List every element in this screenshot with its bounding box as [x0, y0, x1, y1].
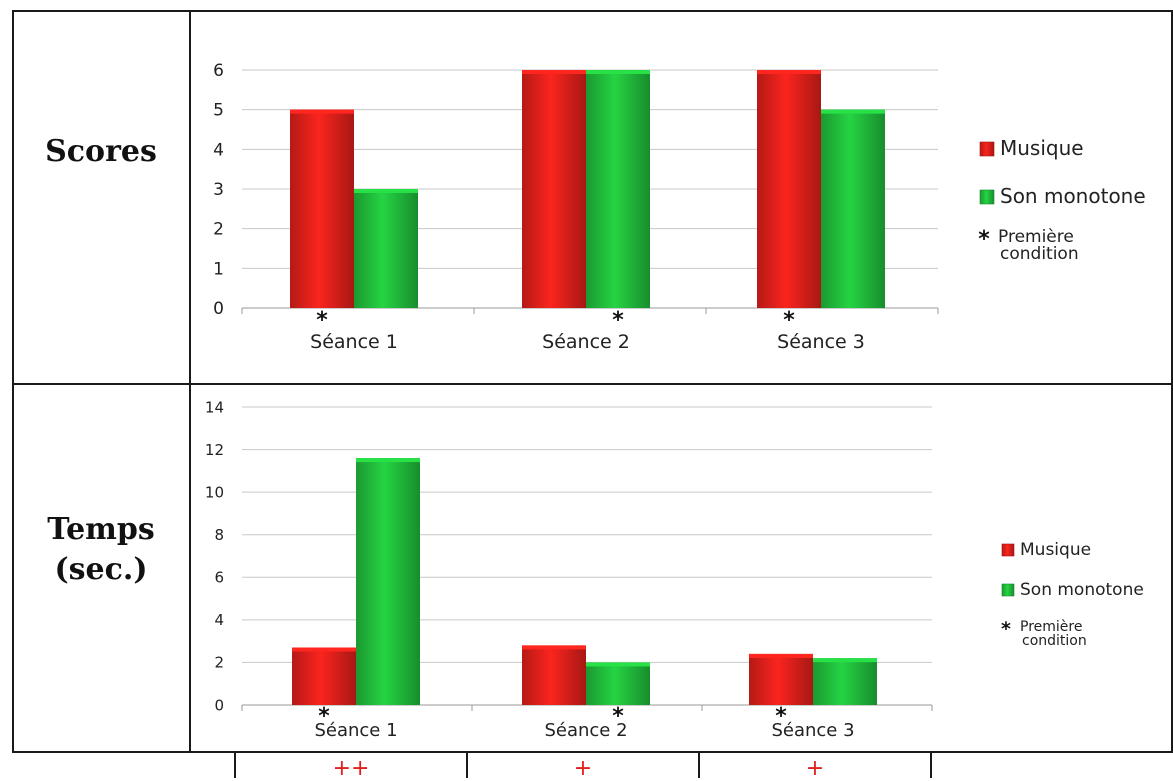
legend-star-icon: * — [978, 227, 990, 252]
bar-cap — [354, 189, 418, 193]
y-tick-label: 10 — [205, 483, 224, 501]
bar-cap — [813, 658, 877, 663]
legend-label-son-monotone: Son monotone — [1020, 580, 1144, 600]
bar-cap — [757, 70, 821, 74]
x-category-label: Séance 3 — [771, 720, 854, 741]
bar-son-monotone — [821, 109, 885, 309]
y-tick-label: 2 — [214, 654, 224, 672]
legend-label-son-monotone: Son monotone — [1000, 184, 1146, 208]
first-condition-star: * — [783, 308, 795, 333]
first-condition-star: * — [318, 704, 330, 729]
row-label-temps: Temps (sec.) — [47, 512, 155, 587]
bottom-note-seance-1: ++ — [332, 756, 370, 781]
y-tick-label: 5 — [213, 101, 224, 121]
legend-swatch-son-monotone — [979, 189, 995, 205]
x-category-label: Séance 1 — [314, 720, 397, 741]
y-tick-label: 1 — [213, 259, 224, 279]
legend-swatch-musique — [979, 141, 995, 157]
x-category-label: Séance 2 — [544, 720, 627, 741]
row-label-scores: Scores — [45, 134, 157, 169]
legend-swatch-son-monotone — [1001, 583, 1015, 597]
bar-musique — [292, 647, 356, 705]
bar-musique — [757, 70, 821, 308]
y-tick-label: 14 — [205, 398, 224, 416]
bottom-sep-1 — [234, 752, 236, 778]
y-tick-label: 8 — [214, 526, 224, 544]
bar-cap — [290, 109, 354, 114]
bar-cap — [356, 458, 420, 463]
bar-musique — [522, 645, 586, 705]
frame-top — [12, 10, 1173, 12]
bar-cap — [586, 70, 650, 74]
scores-chart: 0 1 2 3 4 5 6 * Séance 1 * Séance 2 * Séance 3 Musiqu… — [190, 12, 1173, 383]
bar-son-monotone — [586, 70, 650, 308]
x-category-label: Séance 1 — [310, 331, 398, 353]
bar-musique — [749, 653, 813, 705]
bar-cap — [749, 653, 813, 658]
bottom-sep-4 — [930, 752, 932, 778]
first-condition-star: * — [612, 308, 624, 333]
frame-divider-horizontal — [12, 383, 1173, 385]
bar-musique — [522, 70, 586, 308]
bar-son-monotone — [354, 189, 418, 308]
bar-cap — [292, 647, 356, 652]
bar-son-monotone — [813, 658, 877, 705]
y-tick-label: 12 — [205, 441, 224, 459]
legend-label-musique: Musique — [1020, 540, 1091, 560]
first-condition-star: * — [775, 704, 787, 729]
first-condition-star: * — [316, 308, 328, 333]
x-category-label: Séance 3 — [777, 331, 865, 353]
y-tick-label: 4 — [214, 611, 224, 629]
y-tick-label: 6 — [214, 569, 224, 587]
x-category-label: Séance 2 — [542, 331, 630, 353]
bar-cap — [522, 645, 586, 650]
bottom-sep-2 — [466, 752, 468, 778]
bar-cap — [821, 109, 885, 114]
legend-swatch-musique — [1001, 543, 1015, 557]
legend-star-icon: * — [1001, 618, 1011, 640]
bar-cap — [522, 70, 586, 74]
frame-left — [12, 10, 14, 752]
y-tick-label: 3 — [213, 180, 224, 200]
y-tick-label: 2 — [213, 220, 224, 240]
y-tick-label: 0 — [213, 299, 224, 319]
y-tick-label: 4 — [213, 140, 224, 160]
y-tick-label: 6 — [213, 61, 224, 81]
bottom-note-seance-2: + — [573, 756, 593, 781]
y-tick-label: 0 — [214, 696, 224, 714]
bar-musique — [290, 109, 354, 309]
first-condition-star: * — [612, 704, 624, 729]
temps-chart: 0 2 4 6 8 10 12 14 * Séance 1 * Séance 2 * Séance 3 Mu… — [190, 385, 1173, 751]
frame-right — [1171, 10, 1173, 752]
legend-premiere-line2: condition — [1000, 244, 1079, 264]
bar-son-monotone — [586, 662, 650, 705]
legend-premiere-line2: condition — [1022, 633, 1087, 649]
frame-divider-vertical — [189, 10, 191, 752]
legend-premiere-line1: Première — [998, 227, 1074, 247]
bar-son-monotone — [356, 458, 420, 705]
frame-bottom — [12, 751, 1173, 753]
bottom-note-seance-3: + — [805, 756, 825, 781]
legend-label-musique: Musique — [1000, 136, 1084, 160]
bottom-sep-3 — [698, 752, 700, 778]
bar-cap — [586, 662, 650, 667]
legend-premiere-line1: Première — [1020, 619, 1082, 635]
